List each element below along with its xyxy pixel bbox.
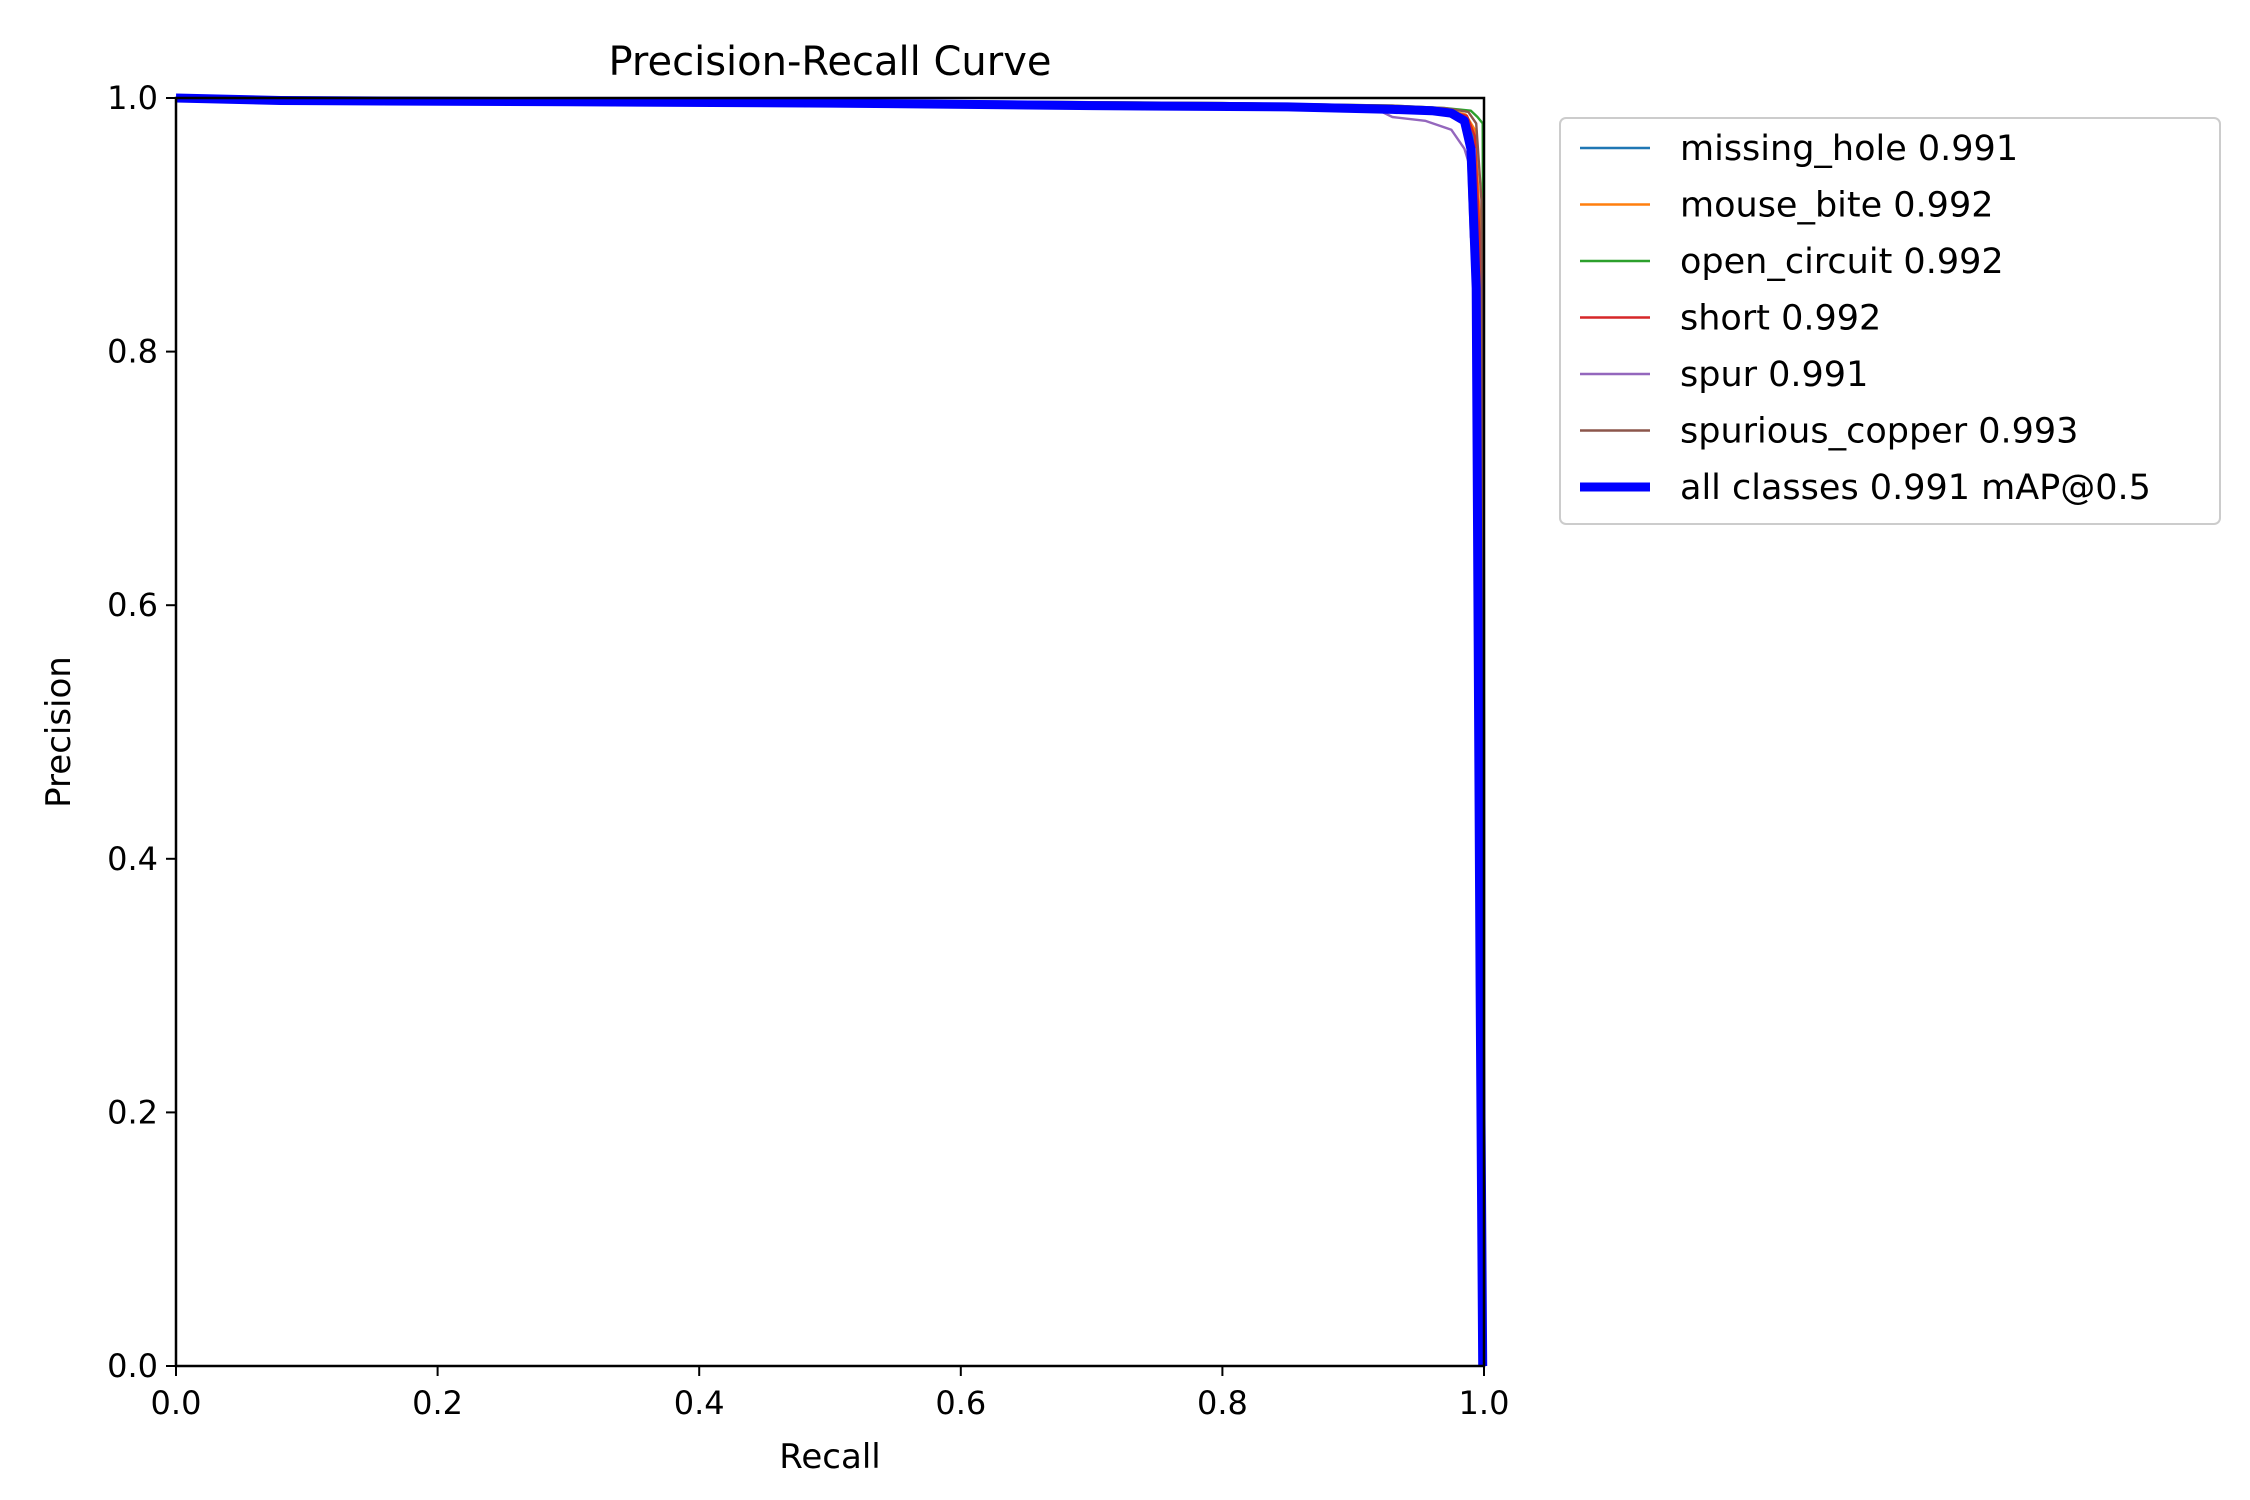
legend-label: open_circuit 0.992 — [1680, 242, 2004, 282]
legend-label: short 0.992 — [1680, 299, 1881, 339]
series-line — [175, 96, 1486, 1366]
series-layer — [175, 93, 1488, 1367]
series-line — [175, 96, 1484, 1367]
series-line — [175, 96, 1486, 1367]
y-tick-label: 0.4 — [107, 840, 158, 878]
chart-title: Precision-Recall Curve — [609, 39, 1052, 85]
legend-items: missing_hole 0.991 mouse_bite 0.992 open_c… — [1580, 129, 2151, 508]
x-tick-label: 0.4 — [674, 1384, 725, 1422]
y-tick-label: 0.0 — [107, 1347, 158, 1385]
x-tick-label: 0.0 — [151, 1384, 202, 1422]
x-tick-label: 0.6 — [935, 1384, 986, 1422]
y-tick-label: 0.6 — [107, 586, 158, 624]
plot-frame — [174, 96, 1486, 1368]
series-line — [175, 93, 1488, 1367]
y-tick-label: 0.8 — [107, 333, 158, 371]
y-tick-label: 0.2 — [107, 1093, 158, 1131]
y-tick-label: 1.0 — [107, 79, 158, 117]
x-axis-ticks: 0.0 0.2 0.4 0.6 0.8 1.0 — [151, 1366, 1510, 1422]
x-tick-label: 1.0 — [1459, 1384, 1510, 1422]
legend-label: missing_hole 0.991 — [1680, 129, 2018, 169]
legend-label: spur 0.991 — [1680, 355, 1868, 395]
series-line — [175, 96, 1486, 1367]
legend-label: all classes 0.991 mAP@0.5 — [1680, 468, 2151, 508]
legend-box — [1559, 117, 2221, 525]
series-line — [175, 96, 1486, 1366]
legend: missing_hole 0.991 mouse_bite 0.992 open_c… — [1559, 117, 2221, 525]
legend-label: mouse_bite 0.992 — [1680, 186, 1993, 226]
series-line — [175, 96, 1483, 1367]
y-axis-label: Precision — [39, 656, 79, 808]
y-axis-ticks: 0.0 0.2 0.4 0.6 0.8 1.0 — [107, 79, 176, 1385]
x-tick-label: 0.8 — [1197, 1384, 1248, 1422]
x-axis-label: Recall — [779, 1437, 880, 1477]
x-tick-label: 0.2 — [412, 1384, 463, 1422]
legend-label: spurious_copper 0.993 — [1680, 412, 2078, 452]
